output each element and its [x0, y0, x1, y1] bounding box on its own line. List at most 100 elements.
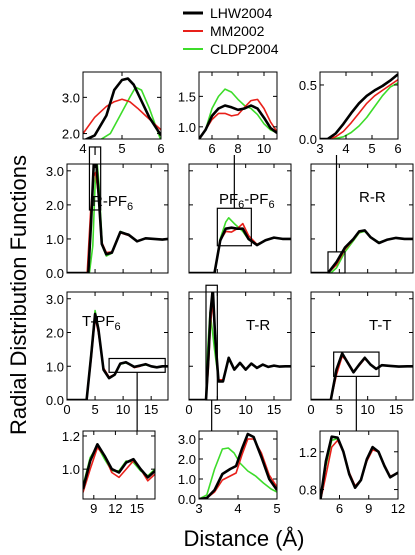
- panel-label-main-tt: T-T: [369, 317, 392, 334]
- x-tick-label: 0: [185, 402, 192, 417]
- panel-main-rpf6: 0.0 1.0 2.0 3.0 R-PF6​: [46, 163, 169, 281]
- x-tick-label: 4: [234, 501, 241, 516]
- panel-main-rr: R-R: [310, 163, 414, 274]
- y-tick-label: 1.5: [178, 89, 196, 104]
- x-tick-label: 0: [63, 402, 70, 417]
- frame-main-tr: [188, 291, 292, 401]
- y-tick-label: 0.0: [46, 266, 64, 281]
- series-cldp2004-zoom-top-rr: [320, 82, 398, 139]
- y-tick-label: 3.0: [62, 90, 80, 105]
- panel-main-tr: 0 5 10 15 T-R: [185, 291, 292, 417]
- legend: LHW2004 MM2002 CLDP2004: [183, 5, 279, 57]
- x-tick-label: 15: [389, 402, 403, 417]
- y-tick-label: 0.5: [299, 78, 317, 93]
- x-axis-title: Distance (Å): [183, 526, 304, 551]
- x-tick-label: 3: [316, 141, 323, 156]
- y-tick-label: 2.0: [46, 326, 64, 341]
- x-tick-label: 10: [116, 402, 130, 417]
- x-tick-label: 15: [130, 501, 144, 516]
- x-tick-label: 12: [391, 501, 405, 516]
- legend-label-lhw2004: LHW2004: [210, 5, 272, 21]
- legend-label-cldp2004: CLDP2004: [210, 41, 279, 57]
- panel-main-tpf6: 0 5 10 15 0.0 1.0 2.0 3.0 T-PF6​: [46, 291, 169, 417]
- zoom-box-main-tpf6: [108, 357, 166, 373]
- frame-zoom-top-pf6pf6: [198, 71, 278, 140]
- zoom-connectors: [88, 146, 380, 431]
- series-lhw2004-main-tr: [189, 292, 291, 400]
- series-lhw2004-main-pf6pf6: [189, 226, 291, 273]
- legend-label-mm2002: MM2002: [210, 23, 265, 39]
- y-tick-label: 0.0: [46, 393, 64, 408]
- frame-main-tt: [310, 291, 414, 401]
- series-lhw2004-zoom-bot-tpf6: [83, 443, 155, 490]
- x-tick-label: 10: [257, 141, 271, 156]
- x-tick-label: 5: [214, 402, 221, 417]
- x-tick-label: 5: [118, 141, 125, 156]
- x-tick-label: 12: [108, 501, 122, 516]
- series-lhw2004-main-tt: [311, 352, 413, 400]
- series-lhw2004-zoom-bot-tt: [320, 435, 398, 499]
- x-tick-label: 15: [144, 402, 158, 417]
- series-mm2002-main-rr: [311, 229, 413, 273]
- series-lhw2004-main-tpf6: [67, 312, 168, 400]
- frame-zoom-bot-tt: [319, 430, 399, 500]
- panel-zoom-bot-tpf6: 9 12 15 1.0 1.2: [62, 429, 156, 516]
- frame-zoom-bot-tpf6: [82, 430, 156, 500]
- y-tick-label: 3.0: [46, 164, 64, 179]
- panel-main-tt: 0 5 10 15 T-T: [307, 291, 414, 417]
- series-mm2002-main-tr: [189, 298, 291, 400]
- y-tick-label: 1.2: [299, 445, 317, 460]
- panel-zoom-top-rr: 3 4 5 6 0.0 0.5: [299, 71, 402, 156]
- panel-label-main-rpf6: R-PF6​: [92, 193, 133, 213]
- series-lhw2004-zoom-top-pf6pf6: [199, 104, 277, 139]
- y-tick-label: 1.0: [178, 472, 196, 487]
- x-tick-label: 5: [91, 402, 98, 417]
- y-tick-label: 1.0: [62, 462, 80, 477]
- series-mm2002-zoom-top-rr: [320, 78, 398, 139]
- x-tick-label: 4: [342, 141, 349, 156]
- x-tick-label: 15: [267, 402, 281, 417]
- y-tick-label: 1.2: [62, 429, 80, 444]
- frame-main-rr: [310, 163, 414, 274]
- x-tick-label: 10: [360, 402, 374, 417]
- frame-main-rpf6: [66, 163, 169, 274]
- y-tick-label: 0.0: [178, 492, 196, 507]
- x-tick-label: 9: [90, 501, 97, 516]
- series-lhw2004-main-rpf6: [67, 164, 168, 273]
- frame-main-pf6pf6: [188, 163, 292, 274]
- panel-zoom-bot-tt: 6 9 12 0.8 1.2: [299, 430, 405, 516]
- y-tick-label: 3.0: [46, 292, 64, 307]
- y-tick-label: 3.0: [178, 432, 196, 447]
- x-tick-label: 8: [234, 141, 241, 156]
- x-tick-label: 5: [336, 402, 343, 417]
- series-cldp2004-zoom-top-rpf6: [99, 86, 161, 139]
- series-cldp2004-zoom-top-pf6pf6: [199, 88, 277, 139]
- panel-zoom-top-rpf6: 4 5 6 2.0 3.0: [62, 71, 165, 156]
- series-lhw2004-zoom-top-rpf6: [83, 77, 161, 139]
- x-tick-label: 0: [307, 402, 314, 417]
- panel-zoom-bot-tr: 3 4 5 0.0 1.0 2.0 3.0: [178, 430, 281, 516]
- series-lhw2004-main-rr: [311, 229, 413, 273]
- x-tick-label: 6: [208, 141, 215, 156]
- y-tick-label: 2.0: [62, 127, 80, 142]
- x-tick-label: 6: [157, 141, 164, 156]
- panel-main-pf6pf6: PF6​-PF6​: [188, 163, 292, 274]
- x-tick-label: 6: [336, 501, 343, 516]
- y-tick-label: 0.0: [299, 132, 317, 147]
- x-tick-label: 5: [368, 141, 375, 156]
- panel-label-main-tr: T-R: [246, 317, 270, 334]
- panel-label-main-rr: R-R: [359, 189, 386, 206]
- y-tick-label: 1.0: [46, 232, 64, 247]
- x-tick-label: 9: [365, 501, 372, 516]
- series-cldp2004-zoom-bot-tr: [199, 447, 277, 499]
- y-tick-label: 2.0: [178, 452, 196, 467]
- series-cldp2004-main-tr: [189, 311, 291, 400]
- x-tick-label: 3: [195, 501, 202, 516]
- y-tick-label: 1.0: [46, 359, 64, 374]
- series-mm2002-main-rpf6: [67, 171, 168, 273]
- series-lhw2004-zoom-top-rr: [320, 73, 398, 139]
- series-mm2002-main-pf6pf6: [189, 222, 291, 273]
- series-lhw2004-zoom-bot-tr: [199, 432, 277, 499]
- x-tick-label: 6: [394, 141, 401, 156]
